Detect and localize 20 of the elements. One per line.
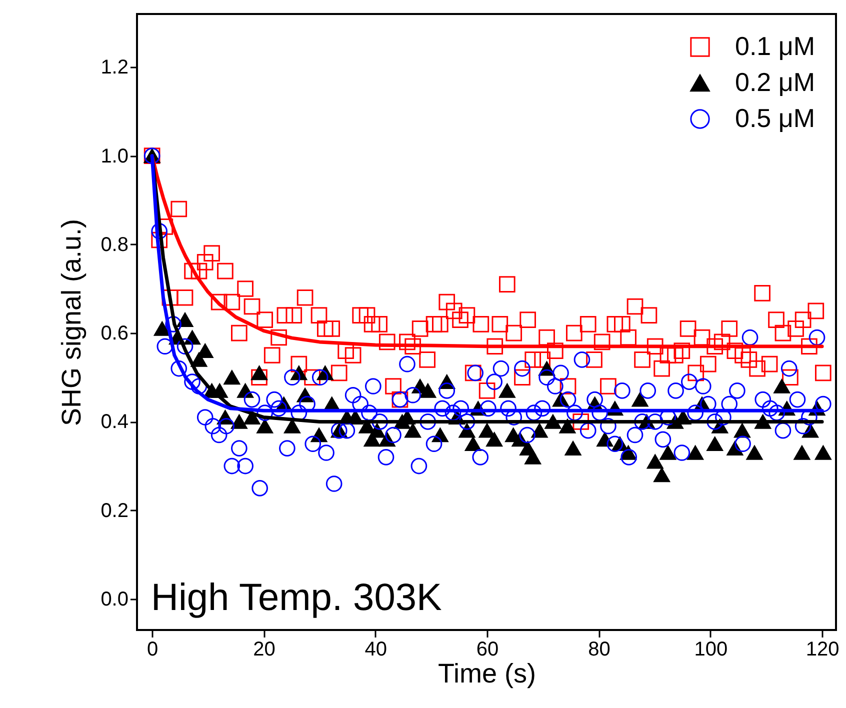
y-tick-label: 0.6 bbox=[100, 322, 128, 345]
y-axis-title: SHG signal (a.u.) bbox=[56, 218, 87, 426]
x-tick-label: 100 bbox=[694, 638, 728, 660]
legend-label: 0.2 μM bbox=[735, 67, 816, 97]
legend-label: 0.5 μM bbox=[735, 103, 816, 133]
y-tick-label: 0.2 bbox=[100, 500, 128, 522]
legend-label: 0.1 μM bbox=[735, 31, 816, 61]
x-tick-label: 20 bbox=[253, 638, 276, 660]
x-axis-title: Time (s) bbox=[438, 658, 536, 688]
y-tick-label: 1.0 bbox=[100, 145, 128, 168]
y-tick-label: 0.4 bbox=[100, 411, 128, 434]
x-tick-label: 0 bbox=[147, 638, 158, 660]
annotation: High Temp. 303K bbox=[151, 577, 442, 619]
x-tick-label: 120 bbox=[806, 638, 840, 660]
x-tick-label: 40 bbox=[364, 638, 388, 660]
y-tick-label: 1.2 bbox=[100, 56, 128, 79]
x-tick-label: 80 bbox=[588, 638, 610, 660]
y-tick-label: 0.0 bbox=[100, 588, 128, 610]
x-tick-label: 60 bbox=[476, 638, 499, 660]
y-tick-label: 0.8 bbox=[100, 234, 128, 256]
